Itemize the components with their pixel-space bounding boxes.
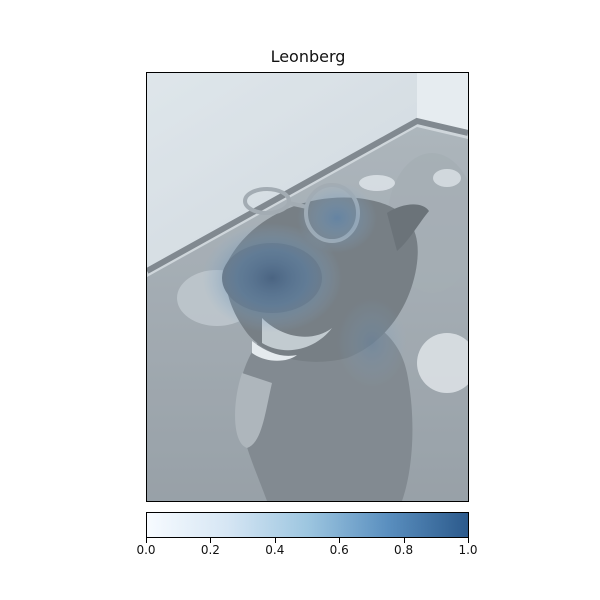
- colorbar-gradient: [147, 513, 468, 537]
- colorbar-tick-label: 0.4: [265, 543, 285, 557]
- colorbar-tick: [210, 538, 212, 543]
- figure-title: Leonberg: [270, 47, 346, 66]
- colorbar: [146, 512, 469, 538]
- colorbar-tick: [403, 538, 405, 543]
- wall-corner: [417, 73, 468, 133]
- colorbar-tick: [339, 538, 341, 543]
- saliency-overlay-image: [146, 72, 469, 502]
- colorbar-tick-label: 0.2: [200, 543, 220, 557]
- colorbar-tick: [146, 538, 147, 543]
- dog-photo: [147, 73, 468, 501]
- colorbar-tick: [274, 538, 276, 543]
- baseboard: [147, 117, 468, 274]
- colorbar-tick-label: 0.6: [329, 543, 349, 557]
- saliency-hotspot-nose: [202, 223, 342, 333]
- colorbar-tick-label: 1.0: [458, 543, 478, 557]
- colorbar-tick: [468, 538, 469, 543]
- colorbar-tick-label: 0.8: [394, 543, 414, 557]
- wall: [147, 73, 468, 271]
- saliency-hotspot-eye: [297, 183, 377, 253]
- colorbar-tick-label: 0.0: [136, 543, 156, 557]
